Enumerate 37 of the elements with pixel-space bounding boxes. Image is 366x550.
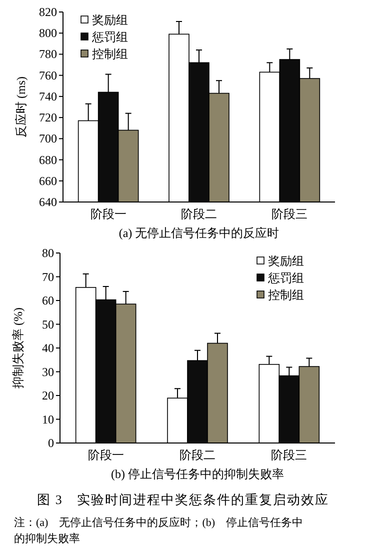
y-tick-label: 80 xyxy=(42,246,54,260)
x-tick-label: 阶段一 xyxy=(90,207,126,221)
x-tick-label: 阶段二 xyxy=(180,448,216,462)
x-tick-label: 阶段二 xyxy=(181,207,217,221)
y-tick-label: 700 xyxy=(39,132,57,146)
legend-label: 奖励组 xyxy=(92,13,128,27)
y-tick-label: 820 xyxy=(39,5,57,19)
y-tick-label: 70 xyxy=(42,270,54,284)
y-tick-label: 800 xyxy=(39,26,57,40)
y-tick-label: 740 xyxy=(39,89,57,104)
y-tick-label: 660 xyxy=(39,174,57,188)
legend-label: 奖励组 xyxy=(268,254,304,268)
y-tick-label: 760 xyxy=(39,68,57,82)
legend-label: 惩罚组 xyxy=(91,30,128,44)
x-axis-title: (b) 停止信号任务中的抑制失败率 xyxy=(111,467,284,481)
y-tick-label: 780 xyxy=(39,47,57,62)
y-tick-label: 720 xyxy=(39,110,57,125)
x-tick-label: 阶段三 xyxy=(272,207,308,221)
x-tick-label: 阶段一 xyxy=(88,448,124,462)
caption: 图 3 实验时间进程中奖惩条件的重复启动效应 xyxy=(36,491,330,509)
y-axis-title: 反应时 (ms) xyxy=(14,76,28,138)
y-axis-title: 抑制失败率 (%) xyxy=(11,308,25,388)
y-tick-label: 50 xyxy=(42,317,54,332)
legend-label: 控制组 xyxy=(268,288,304,302)
y-tick-label: 680 xyxy=(39,152,57,167)
x-tick-label: 阶段三 xyxy=(271,448,308,462)
legend-label: 控制组 xyxy=(92,47,128,61)
x-axis-title: (a) 无停止信号任务中的反应时 xyxy=(118,226,280,240)
y-tick-label: 40 xyxy=(42,341,54,355)
y-tick-label: 0 xyxy=(48,436,54,450)
y-tick-label: 30 xyxy=(42,364,54,379)
legend-label: 惩罚组 xyxy=(267,271,304,285)
y-tick-label: 60 xyxy=(42,294,54,308)
y-tick-label: 10 xyxy=(42,412,54,426)
y-tick-label: 640 xyxy=(39,195,57,209)
y-tick-label: 20 xyxy=(42,388,54,402)
text: 注：(a) 无停止信号任务中的反应时；(b) 停止信号任务中的抑制失败率 xyxy=(14,516,304,547)
